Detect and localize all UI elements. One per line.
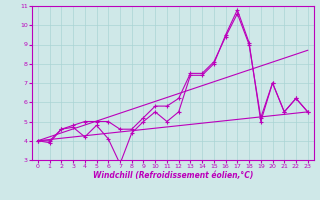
X-axis label: Windchill (Refroidissement éolien,°C): Windchill (Refroidissement éolien,°C) bbox=[92, 171, 253, 180]
